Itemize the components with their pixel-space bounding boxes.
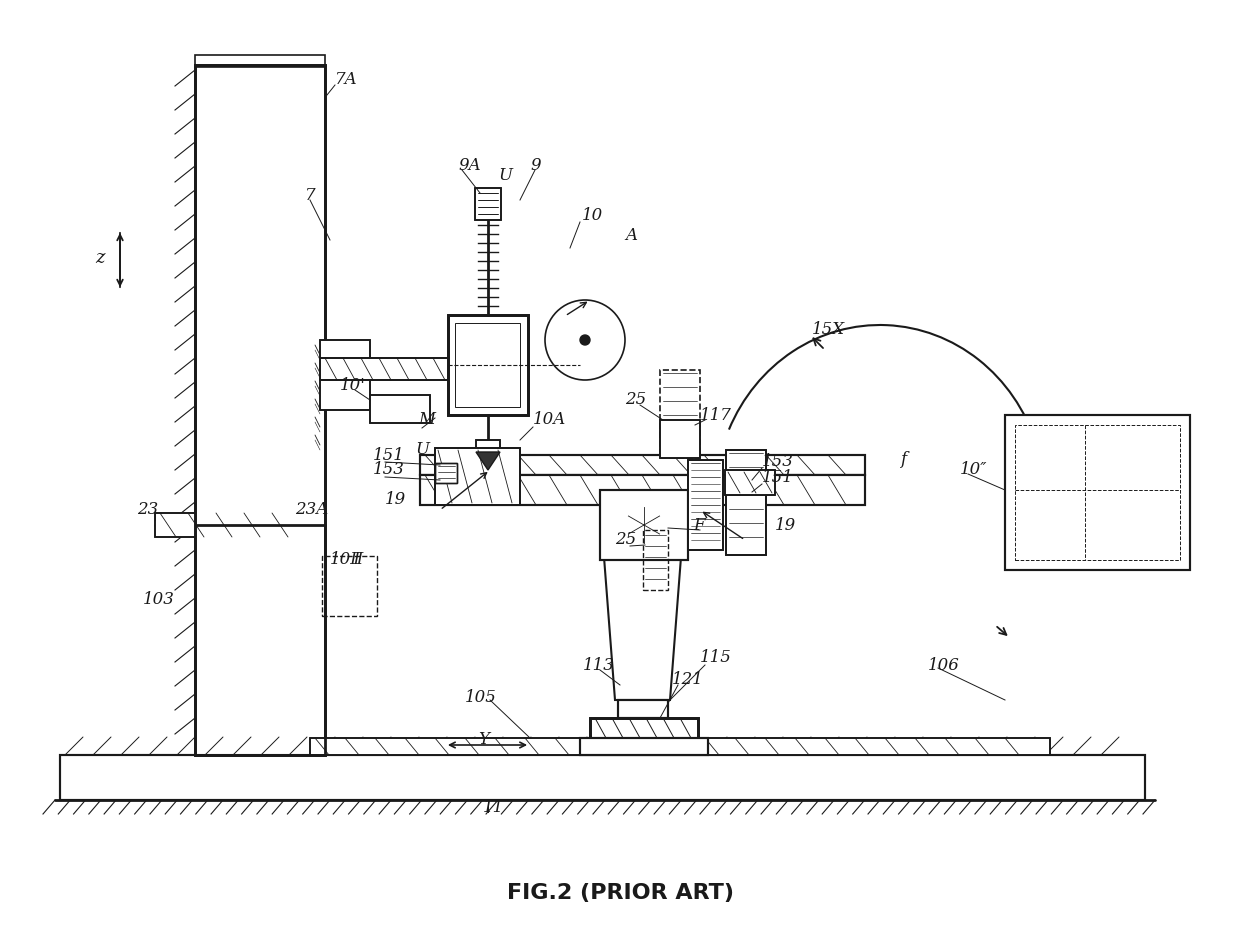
Text: 25: 25 — [615, 532, 636, 549]
Bar — [618, 700, 668, 718]
Bar — [420, 455, 866, 475]
Text: 153: 153 — [763, 454, 794, 471]
Text: U: U — [415, 441, 429, 458]
Text: 117: 117 — [701, 406, 732, 423]
Bar — [60, 755, 1145, 800]
Text: 105: 105 — [465, 689, 497, 706]
Text: FIG.2 (PRIOR ART): FIG.2 (PRIOR ART) — [506, 883, 734, 903]
Text: A: A — [625, 226, 637, 243]
Circle shape — [580, 335, 590, 345]
Bar — [1004, 415, 1190, 570]
Bar — [420, 475, 866, 505]
Bar — [195, 65, 325, 755]
Bar — [600, 490, 688, 560]
Bar — [580, 738, 708, 755]
Bar — [590, 718, 698, 738]
Text: 7: 7 — [305, 187, 316, 204]
Text: 121: 121 — [672, 671, 704, 688]
Bar — [725, 470, 775, 495]
Bar — [1004, 415, 1190, 570]
Text: 23: 23 — [136, 502, 159, 519]
Polygon shape — [476, 452, 500, 470]
Bar — [660, 420, 701, 458]
Bar — [370, 395, 430, 423]
Bar — [320, 340, 370, 410]
Text: 15X: 15X — [812, 322, 846, 339]
Bar — [644, 530, 668, 590]
Text: 19: 19 — [775, 517, 796, 534]
Text: Y: Y — [477, 732, 489, 749]
Text: 10: 10 — [582, 207, 603, 223]
Text: f: f — [900, 452, 906, 469]
Text: 9: 9 — [529, 157, 541, 174]
Bar — [435, 448, 520, 505]
Text: z: z — [95, 249, 104, 267]
Bar — [660, 420, 701, 458]
Text: 9A: 9A — [458, 157, 481, 174]
Bar — [448, 315, 528, 415]
Bar — [195, 65, 325, 755]
Text: 151: 151 — [373, 446, 405, 464]
Text: 10″: 10″ — [960, 461, 987, 478]
Bar — [476, 440, 500, 452]
Bar — [660, 370, 701, 458]
Bar — [435, 463, 458, 483]
Polygon shape — [600, 505, 684, 700]
Bar — [370, 395, 430, 423]
Bar — [600, 490, 688, 560]
Text: 115: 115 — [701, 650, 732, 667]
Bar — [310, 738, 1050, 755]
Text: 106: 106 — [928, 656, 960, 673]
Bar — [195, 55, 325, 67]
Bar — [475, 188, 501, 220]
Bar — [725, 450, 766, 555]
Text: 10Ⅲ: 10Ⅲ — [330, 552, 365, 569]
Bar — [476, 440, 500, 452]
Text: 153: 153 — [373, 461, 405, 478]
Text: M: M — [418, 411, 435, 428]
Text: 23A: 23A — [295, 502, 329, 519]
Bar — [580, 738, 708, 755]
Bar — [688, 460, 723, 550]
Bar — [688, 460, 723, 550]
Text: 11: 11 — [484, 800, 505, 817]
Bar — [435, 463, 458, 483]
Bar — [475, 188, 501, 220]
Bar — [310, 738, 1050, 755]
Bar — [725, 470, 775, 495]
Text: 25: 25 — [625, 391, 646, 408]
Bar — [590, 718, 698, 738]
Text: 10A: 10A — [533, 411, 567, 428]
Bar — [435, 448, 520, 505]
Bar — [155, 513, 195, 537]
Bar — [725, 450, 766, 555]
Bar — [322, 556, 377, 616]
Bar — [1016, 425, 1180, 560]
Bar — [420, 455, 866, 475]
Bar — [155, 513, 195, 537]
Text: 151: 151 — [763, 470, 794, 487]
Bar — [618, 700, 668, 718]
Text: 7A: 7A — [335, 72, 357, 89]
Text: 103: 103 — [143, 591, 175, 608]
Text: 19: 19 — [384, 491, 407, 508]
Text: U: U — [498, 167, 512, 184]
Bar — [448, 315, 528, 415]
Bar — [60, 755, 1145, 800]
Text: 113: 113 — [583, 656, 615, 673]
Bar — [320, 358, 470, 380]
Bar — [420, 475, 866, 505]
Bar — [320, 340, 370, 410]
Text: 10': 10' — [340, 376, 366, 393]
Bar — [455, 323, 520, 407]
Bar — [320, 358, 470, 380]
Text: F: F — [693, 517, 704, 534]
